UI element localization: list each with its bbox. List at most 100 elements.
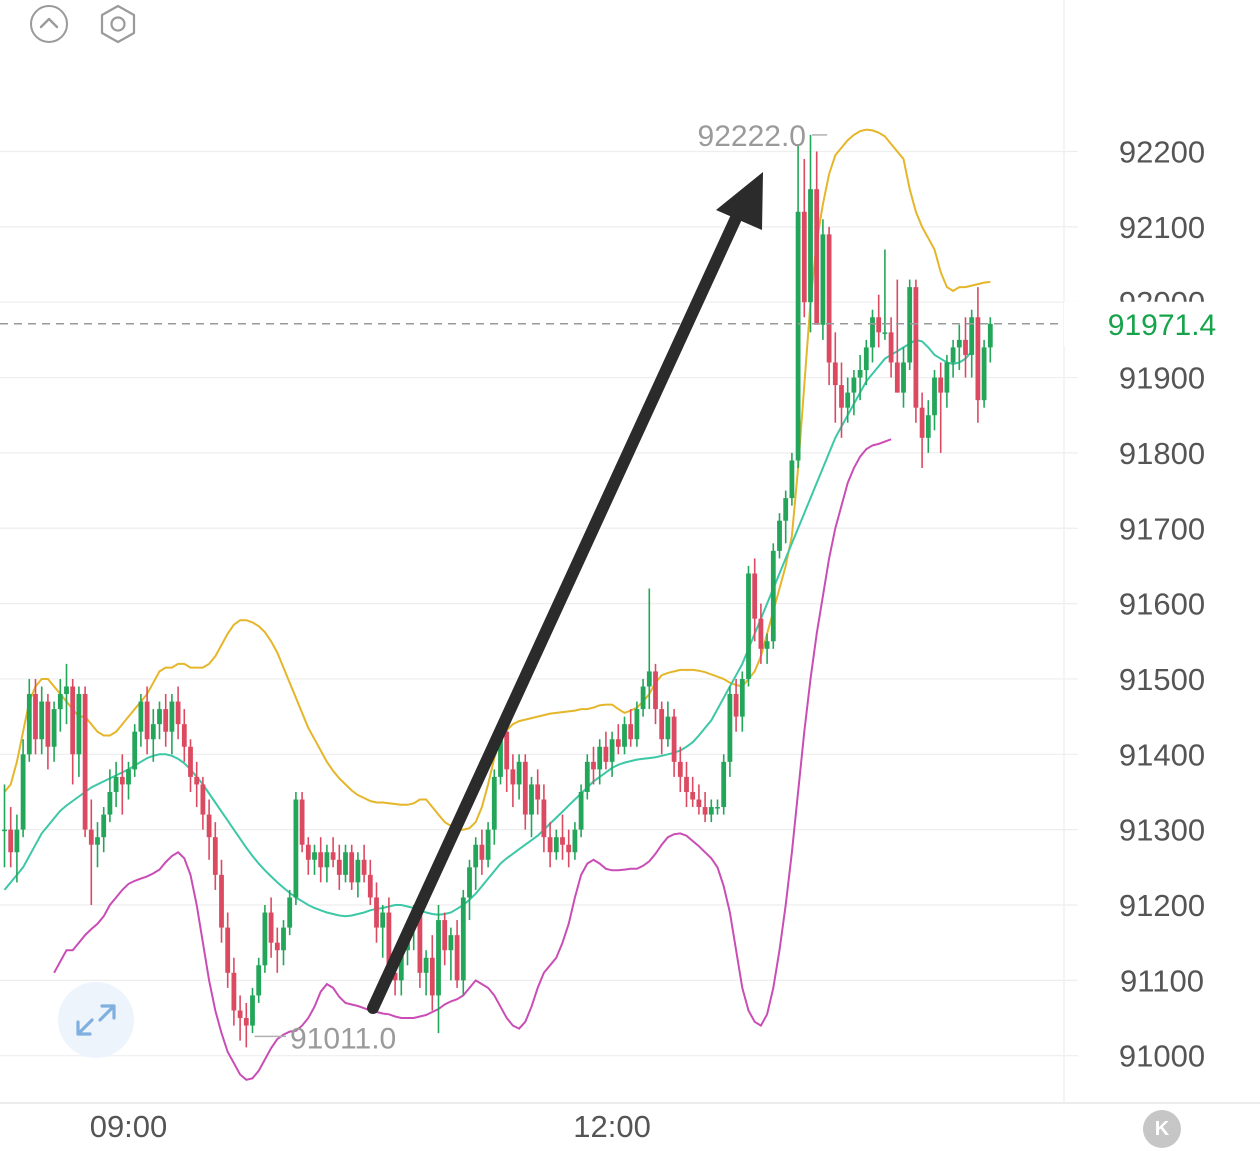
x-tick-label: 09:00 — [90, 1109, 168, 1144]
candle — [671, 709, 677, 777]
candle — [640, 678, 646, 717]
y-tick-label: 91100 — [1120, 963, 1204, 998]
candle — [932, 370, 937, 431]
candle — [907, 279, 913, 371]
candle — [733, 678, 739, 732]
candle — [33, 678, 38, 755]
current-price-tag-bg — [1064, 301, 1260, 346]
candle — [312, 844, 317, 875]
y-tick-label: 91000 — [1119, 1039, 1205, 1074]
candle — [64, 663, 69, 725]
candle — [950, 339, 956, 378]
candle — [361, 844, 367, 883]
candle — [795, 143, 801, 468]
candle — [423, 950, 429, 996]
candle — [454, 920, 460, 988]
candle — [839, 362, 844, 438]
candle — [659, 701, 665, 755]
candle — [882, 249, 888, 340]
candle — [746, 565, 751, 687]
expand-arrows-icon — [76, 1004, 116, 1036]
candle — [752, 558, 758, 642]
candle — [169, 694, 175, 755]
candle — [758, 603, 764, 664]
candle — [119, 754, 125, 815]
lower-band-line — [53, 438, 892, 1081]
candle — [504, 724, 510, 792]
candle — [380, 905, 386, 958]
candle — [2, 784, 7, 868]
candle — [231, 957, 237, 1026]
candle — [572, 822, 578, 860]
kline-button[interactable]: K — [1143, 1110, 1181, 1148]
candle — [739, 671, 745, 732]
candle — [863, 339, 869, 386]
candle — [770, 543, 776, 649]
candle — [510, 754, 516, 808]
candle — [684, 761, 689, 808]
candle — [181, 709, 187, 762]
collapse-button[interactable] — [29, 4, 69, 44]
candle — [429, 935, 435, 1011]
candle — [814, 151, 820, 325]
candle — [870, 309, 875, 363]
y-axis: 9220092100920009190091800917009160091500… — [1119, 135, 1205, 1074]
candle — [39, 686, 45, 755]
candle — [212, 822, 218, 890]
bollinger-bands — [3, 128, 991, 1081]
y-tick-label: 91600 — [1119, 587, 1205, 622]
candle — [677, 746, 683, 792]
candle — [138, 694, 144, 747]
candle — [708, 799, 714, 823]
candle — [832, 332, 838, 423]
expand-button[interactable] — [58, 982, 134, 1058]
candle — [473, 837, 479, 890]
candle — [268, 897, 274, 958]
trend-arrow-shaft — [367, 212, 742, 1014]
candle — [888, 317, 894, 378]
candle — [783, 490, 789, 544]
candle — [293, 791, 299, 905]
candle — [801, 159, 807, 318]
candle — [522, 754, 528, 830]
candle — [721, 754, 727, 815]
candle — [132, 724, 138, 777]
candle — [541, 784, 547, 853]
candle — [820, 219, 826, 340]
middle-band-line — [3, 338, 973, 918]
candle — [76, 686, 82, 777]
candle — [101, 807, 107, 853]
candle — [987, 317, 993, 363]
candle — [851, 370, 857, 416]
candle — [919, 392, 925, 468]
y-tick-label: 91500 — [1119, 662, 1205, 697]
candle — [826, 226, 832, 386]
candle — [876, 294, 882, 348]
chevron-up-circle-icon — [30, 5, 68, 43]
candle — [206, 799, 212, 860]
candle — [857, 354, 863, 401]
settings-button[interactable] — [98, 4, 138, 44]
candle — [200, 776, 206, 830]
candle — [274, 927, 280, 973]
candle — [194, 761, 200, 808]
candle — [150, 709, 156, 762]
y-tick-label: 91700 — [1119, 511, 1205, 546]
candle — [715, 799, 720, 815]
candle — [436, 905, 441, 1034]
candle — [157, 701, 162, 740]
candle — [287, 889, 293, 936]
candle — [944, 354, 950, 408]
candle — [578, 784, 584, 838]
candle — [82, 686, 88, 838]
candle — [566, 829, 572, 868]
candle — [777, 513, 782, 559]
candle — [281, 920, 286, 966]
candle — [188, 739, 193, 792]
candle — [547, 822, 553, 868]
candle — [690, 776, 696, 808]
candle — [901, 347, 906, 408]
candle — [70, 678, 76, 785]
candle — [628, 709, 634, 747]
